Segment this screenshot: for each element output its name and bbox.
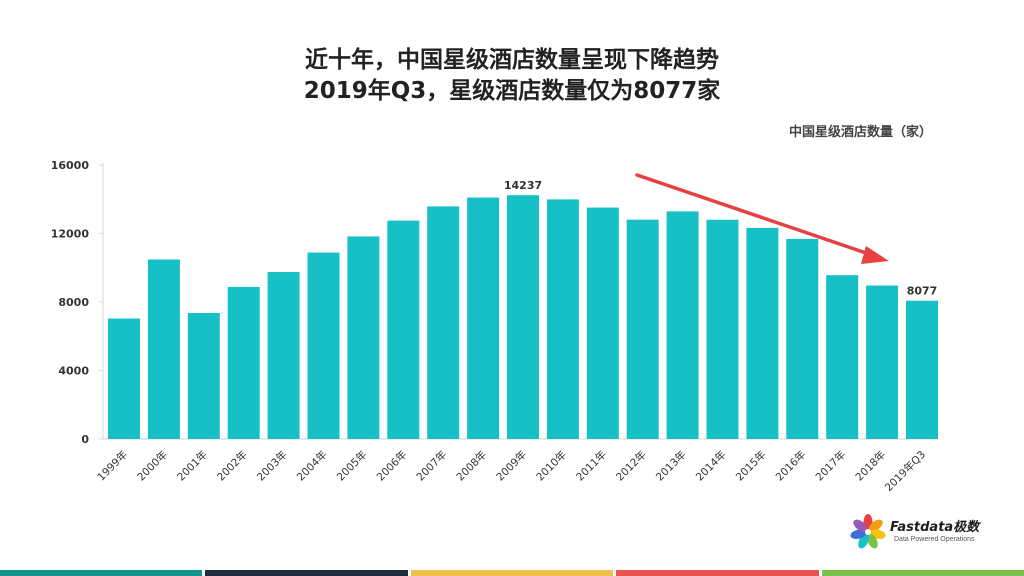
x-tick-label: 2008年 <box>454 448 490 484</box>
footer-stripe <box>410 570 614 576</box>
y-tick-label: 16000 <box>51 159 90 172</box>
bar <box>467 197 500 439</box>
y-tick-label: 4000 <box>58 365 89 378</box>
bar <box>786 238 819 439</box>
data-label: 14237 <box>504 179 542 192</box>
x-tick-label: 2004年 <box>294 448 330 484</box>
x-tick-label: 2007年 <box>414 448 450 484</box>
chart-title-line-2: 2019年Q3，星级酒店数量仅为8077家 <box>303 78 721 104</box>
bar <box>347 236 380 439</box>
trend-arrow-head-icon <box>861 246 889 264</box>
x-tick-label: 1999年 <box>95 448 131 484</box>
y-tick-label: 12000 <box>51 228 90 241</box>
bar <box>147 259 180 439</box>
x-tick-label: 2015年 <box>733 448 769 484</box>
bar <box>826 275 859 439</box>
x-tick-label: 2017年 <box>813 448 849 484</box>
footer-stripe <box>205 570 408 576</box>
x-tick-label: 2016年 <box>773 448 809 484</box>
x-tick-label: 2013年 <box>653 448 689 484</box>
fastdata-logo: Fastdata极数 Data Powered Operations <box>848 512 998 554</box>
bar <box>746 227 779 439</box>
x-tick-label: 2005年 <box>334 448 370 484</box>
bar <box>108 318 140 439</box>
footer-stripe <box>821 570 1024 576</box>
x-tick-label: 2010年 <box>534 448 570 484</box>
bar <box>507 195 539 439</box>
bar <box>586 207 619 439</box>
y-tick-label: 0 <box>81 433 89 446</box>
flower-logo-icon <box>850 514 886 549</box>
bar <box>267 272 300 439</box>
x-tick-label: 2006年 <box>374 448 410 484</box>
bar <box>666 211 699 439</box>
bar <box>626 219 659 439</box>
x-tick-label: 2000年 <box>135 448 171 484</box>
bar <box>427 206 460 439</box>
x-tick-label: 2009年 <box>494 448 530 484</box>
bar <box>546 199 579 439</box>
bar <box>906 300 938 439</box>
x-tick-label: 2018年 <box>853 448 889 484</box>
series-label: 中国星级酒店数量（家） <box>788 125 932 140</box>
data-label: 8077 <box>907 285 938 298</box>
bar <box>307 252 340 439</box>
x-tick-label: 2012年 <box>613 448 649 484</box>
logo-subtitle: Data Powered Operations <box>894 536 975 543</box>
x-tick-label: 2019年Q3 <box>882 448 928 494</box>
footer-stripes <box>0 570 1024 576</box>
bar <box>227 286 260 439</box>
x-tick-label: 2001年 <box>174 448 210 484</box>
bar <box>706 219 739 439</box>
trend-arrow-line <box>635 173 874 257</box>
footer-stripe <box>0 570 203 576</box>
x-tick-label: 2011年 <box>573 448 609 484</box>
bar <box>387 220 420 439</box>
logo-text: Fastdata极数 <box>890 520 980 535</box>
chart-title-line-1: 近十年，中国星级酒店数量呈现下降趋势 <box>305 47 719 73</box>
bar <box>866 285 899 439</box>
bar <box>187 312 220 439</box>
y-tick-label: 8000 <box>58 296 89 309</box>
x-tick-label: 2014年 <box>693 448 729 484</box>
x-tick-label: 2003年 <box>254 448 290 484</box>
footer-stripe <box>616 570 819 576</box>
x-tick-label: 2002年 <box>214 448 250 484</box>
